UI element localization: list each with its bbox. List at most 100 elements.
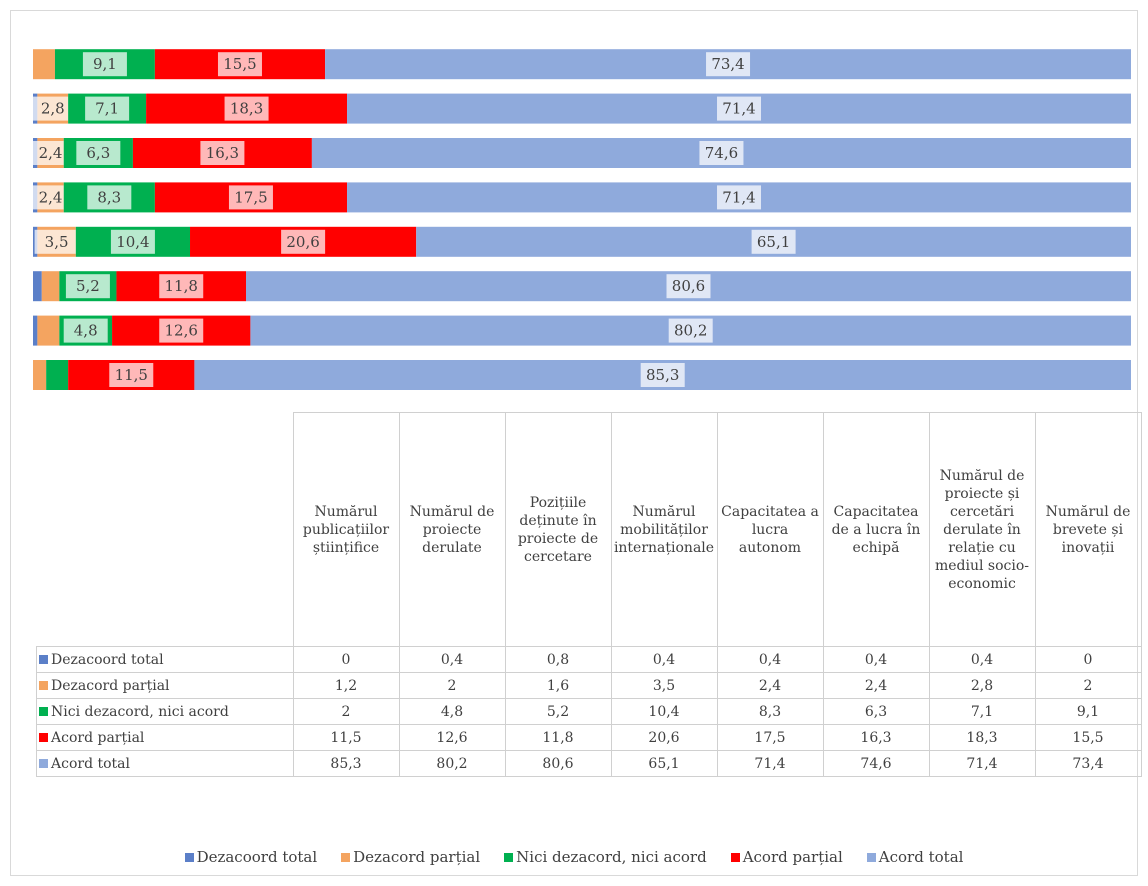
table-row: Acord total 85,3 80,2 80,6 65,1 71,4 74,6 71,4 7… — [36, 750, 1142, 777]
data-label-bg — [200, 141, 245, 165]
table-cell: 16,3 — [822, 724, 930, 751]
data-label-bg — [87, 185, 132, 210]
category-header: Numărul mobilităților internaționale — [610, 412, 718, 647]
data-label-bg — [76, 141, 121, 165]
table-cell: 2 — [398, 672, 506, 699]
category-header: Numărul de proiecte și cercetări derulat… — [928, 412, 1036, 647]
data-label-bg — [281, 229, 326, 254]
data-label: 74,6 — [705, 144, 738, 162]
legend-swatch — [39, 732, 48, 742]
table-cell: 1,6 — [504, 672, 612, 699]
data-label: 3,5 — [45, 233, 69, 251]
data-label: 2,8 — [41, 100, 65, 118]
legend-swatch — [39, 706, 48, 716]
table-cell: 9,1 — [1034, 698, 1142, 725]
series-key: Acord parțial — [36, 724, 294, 751]
table-header-row: Numărul publicațiilor științifice Numărul… — [36, 412, 1142, 647]
legend-swatch — [39, 654, 48, 664]
data-label-bg — [717, 185, 762, 210]
data-table: Numărul publicațiilor științifice Numărul… — [36, 412, 1142, 777]
series-name: Acord total — [51, 755, 130, 772]
data-label: 11,8 — [165, 277, 198, 295]
table-row: Dezacoord total 0 0,4 0,8 0,4 0,4 0,4 0,4 0 — [36, 646, 1142, 673]
data-label: 5,2 — [76, 277, 100, 295]
data-label-bg — [751, 229, 796, 254]
series-key: Acord total — [36, 750, 294, 777]
table-cell: 71,4 — [928, 750, 1036, 777]
data-label-bg — [85, 96, 130, 121]
table-cell: 65,1 — [610, 750, 718, 777]
series-name: Dezacoord total — [51, 651, 164, 668]
data-label: 18,3 — [230, 100, 263, 118]
table-cell: 20,6 — [610, 724, 718, 751]
table-cell: 5,2 — [504, 698, 612, 725]
data-label: 10,4 — [116, 233, 149, 251]
bar-segment — [33, 315, 38, 346]
table-corner — [36, 412, 294, 647]
data-label-bg — [224, 96, 269, 121]
legend-label: Nici dezacord, nici acord — [516, 848, 707, 866]
category-header: Numărul de proiecte derulate — [398, 412, 506, 647]
data-label: 20,6 — [286, 233, 319, 251]
table-cell: 1,2 — [292, 672, 400, 699]
data-label: 65,1 — [757, 233, 790, 251]
table-cell: 2,4 — [716, 672, 824, 699]
series-key: Dezacoord total — [36, 646, 294, 673]
table-cell: 10,4 — [610, 698, 718, 725]
table-cell: 3,5 — [610, 672, 718, 699]
series-name: Dezacord parțial — [51, 677, 170, 694]
data-label: 7,1 — [95, 100, 119, 118]
series-name: Acord parțial — [51, 729, 145, 746]
table-cell: 7,1 — [928, 698, 1036, 725]
table-cell: 4,8 — [398, 698, 506, 725]
data-label: 15,5 — [223, 55, 256, 73]
data-label-bg — [717, 96, 762, 121]
table-cell: 80,2 — [398, 750, 506, 777]
legend-swatch — [866, 853, 876, 862]
category-header: Pozițiile deținute în proiecte de cercet… — [504, 412, 612, 647]
bar-segment — [33, 271, 42, 302]
bar-segment — [46, 360, 69, 390]
data-label: 73,4 — [711, 55, 744, 73]
data-label: 4,8 — [74, 322, 98, 340]
table-cell: 12,6 — [398, 724, 506, 751]
table-cell: 6,3 — [822, 698, 930, 725]
legend-swatch — [504, 853, 514, 862]
table-cell: 17,5 — [716, 724, 824, 751]
data-label: 11,5 — [115, 366, 148, 384]
legend-label: Dezacord parțial — [353, 848, 481, 866]
data-label-bg — [706, 52, 751, 77]
legend-label: Acord total — [878, 848, 964, 866]
bar-segment — [33, 360, 47, 390]
data-label: 16,3 — [206, 144, 239, 162]
legend: Dezacoord total Dezacord parțial Nici deza… — [0, 848, 1148, 866]
table-cell: 2,4 — [822, 672, 930, 699]
data-label: 2,4 — [39, 188, 63, 206]
data-label-bg — [228, 185, 273, 210]
table-cell: 0,4 — [928, 646, 1036, 673]
data-label: 2,4 — [39, 144, 63, 162]
series-key: Nici dezacord, nici acord — [36, 698, 294, 725]
table-cell: 8,3 — [716, 698, 824, 725]
data-label: 80,2 — [674, 322, 707, 340]
data-label-bg — [63, 318, 108, 343]
table-cell: 11,8 — [504, 724, 612, 751]
series-key: Dezacord parțial — [36, 672, 294, 699]
category-header: Capacitatea de a lucra în echipă — [822, 412, 930, 647]
legend-item: Nici dezacord, nici acord — [504, 848, 707, 866]
table-cell: 0,4 — [398, 646, 506, 673]
data-label: 17,5 — [234, 188, 267, 206]
table-cell: 2 — [292, 698, 400, 725]
data-label-bg — [30, 96, 75, 121]
table-row: Acord parțial 11,5 12,6 11,8 20,6 17,5 16,3 18,… — [36, 724, 1142, 751]
table-cell: 11,5 — [292, 724, 400, 751]
legend-item: Acord parțial — [730, 848, 843, 866]
data-label: 85,3 — [646, 366, 679, 384]
table-cell: 0,8 — [504, 646, 612, 673]
legend-swatch — [341, 853, 351, 862]
data-label-bg — [699, 141, 744, 165]
data-label-bg — [668, 318, 713, 343]
table-cell: 18,3 — [928, 724, 1036, 751]
